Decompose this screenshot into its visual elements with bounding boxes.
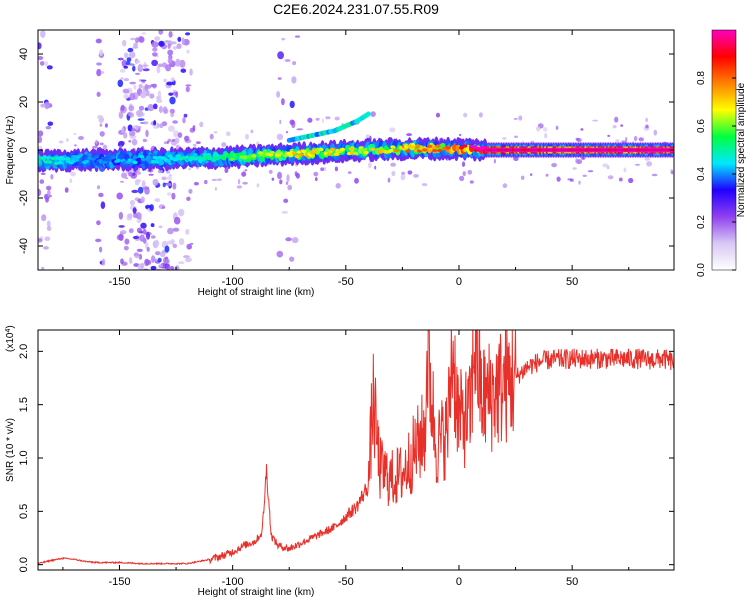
- x-tick-label: 0: [456, 576, 462, 588]
- secondary-ridge-point: [365, 111, 371, 117]
- colorbar-gradient: [711, 29, 737, 271]
- x-tick-label: -50: [338, 276, 354, 288]
- colorbar-tick-label: 0.4: [696, 167, 707, 181]
- x-tick-label: 50: [566, 276, 578, 288]
- spectrogram-heatmap: [38, 30, 674, 270]
- x-tick-label: -150: [108, 576, 130, 588]
- ridge-band: [38, 111, 674, 173]
- colorbar-tick-label: 0.2: [696, 215, 707, 229]
- axes: -150 -100 -50 0 50 -40 -20 0 20 40 Height of strai…: [5, 29, 747, 598]
- y-tick-label: 1.5: [18, 397, 30, 412]
- x-tick-label: -100: [222, 276, 244, 288]
- snr-axes: -150 -100 -50 0 50 0.0 0.5 1.0 1.5 2.0 Height of s…: [5, 329, 675, 598]
- y-multiplier-label: (x104): [5, 325, 17, 352]
- x-tick-label: -50: [338, 576, 354, 588]
- heatmap-axes: -150 -100 -50 0 50 -40 -20 0 20 40 Height of strai…: [5, 29, 675, 298]
- chart-title: C2E6.2024.231.07.55.R09: [273, 1, 439, 17]
- y-tick-label: 40: [18, 48, 30, 60]
- y-tick-label: 2.0: [18, 344, 30, 359]
- x-tick-label: -100: [222, 576, 244, 588]
- colorbar-tick-label: 0.6: [696, 119, 707, 133]
- snr-line: [38, 330, 674, 566]
- y-tick-label: 0: [18, 147, 30, 153]
- y-tick-label: 0.5: [18, 504, 30, 519]
- svg-text:(x104): (x104): [5, 325, 17, 352]
- snr-plot-area: [38, 330, 674, 566]
- y-tick-label: 1.0: [18, 450, 30, 465]
- colorbar-label: Normalized spectral amplitude: [736, 82, 747, 217]
- x-tick-label: 50: [566, 576, 578, 588]
- x-tick-label: 0: [456, 276, 462, 288]
- colorbar: 0.0 0.2 0.4 0.6 0.8 Normalized spectral ampli…: [696, 29, 747, 277]
- y-tick-label: 20: [18, 96, 30, 108]
- snr-axes-frame: [37, 329, 675, 571]
- y-axis-label: Frequency (Hz): [5, 116, 16, 185]
- y-tick-label: -40: [18, 238, 30, 254]
- x-axis-label: Height of straight line (km): [198, 287, 315, 298]
- colorbar-tick-label: 0.0: [696, 263, 707, 277]
- y-tick-label: 0.0: [18, 557, 30, 572]
- x-axis-label: Height of straight line (km): [198, 587, 315, 598]
- x-tick-label: -150: [108, 276, 130, 288]
- colorbar-tick-label: 0.8: [696, 71, 707, 85]
- y-tick-label: -20: [18, 190, 30, 206]
- y-axis-label: SNR (10 * v/v): [5, 418, 16, 482]
